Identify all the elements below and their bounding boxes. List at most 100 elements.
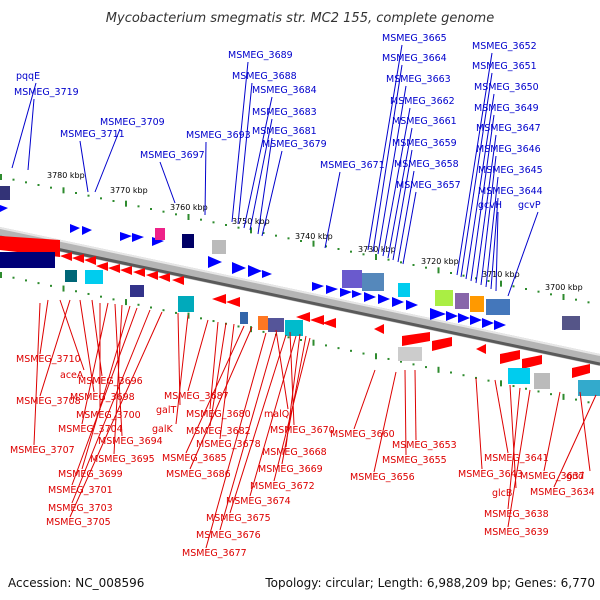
reverse-gene-label: MSMEG_3708 [16,396,81,407]
scale-tick [400,261,402,264]
reverse-gene-label: MSMEG_3707 [10,445,75,456]
callout-line [392,149,413,261]
reverse-gene-label: MSMEG_3680 [186,409,251,420]
forward-gene-label: MSMEG_3711 [60,129,125,140]
callout-line [414,369,417,441]
map-title: Mycobacterium smegmatis str. MC2 155, co… [106,11,494,26]
callout-line [543,391,561,472]
scale-tick [37,184,40,186]
scale-label: 3770 kbp [110,186,148,195]
scale-tick [175,311,177,314]
scale-tick [475,277,477,280]
inner-scale-ticks [0,272,590,404]
scale-tick [512,385,515,388]
scale-tick [125,299,127,306]
scale-tick [537,290,540,293]
callout-line [219,333,277,531]
scale-tick [362,352,365,355]
reverse-gene-label: glcB [492,488,512,499]
reverse-gene-label: MSMEG_3669 [258,464,323,475]
reverse-gene-label: MSMEG_3685 [162,453,227,464]
scale-tick [237,325,240,328]
gene-features [0,186,600,396]
scale-label: 3740 kbp [295,232,333,241]
callout-line [465,93,495,280]
reverse-gene-label: MSMEG_3698 [70,392,135,403]
callout-line [204,141,207,216]
scale-tick [562,393,565,400]
scale-tick [0,174,2,180]
forward-gene-label: MSMEG_3658 [394,159,459,170]
callout-line [289,331,295,426]
scale-tick [550,393,552,396]
scale-tick [575,298,577,301]
callout-line [507,211,539,297]
scale-label: 3700 kbp [545,283,583,292]
forward-gene-label: MSMEG_3683 [252,107,317,118]
scale-tick [75,192,77,194]
forward-callout-lines [11,44,539,297]
callout-line [475,377,483,470]
scale-tick [512,285,515,288]
callout-line [94,128,121,193]
forward-gene-label: MSMEG_3646 [476,144,541,155]
scale-tick [587,401,590,404]
forward-gene-label: MSMEG_3662 [390,96,455,107]
reverse-gene-label: MSMEG_3643 [458,469,523,480]
forward-gene-label: pqqE [16,71,40,82]
scale-tick [62,187,65,194]
scale-tick [487,379,490,382]
reverse-gene-label: malQ [264,409,289,420]
callout-line [59,299,85,371]
forward-gene-label: MSMEG_3709 [100,117,165,128]
scale-tick [75,290,77,293]
callout-line [475,134,497,284]
forward-gene-label: MSMEG_3659 [392,138,457,149]
callout-line [11,82,37,169]
callout-line [39,299,71,397]
callout-line [237,82,253,225]
scale-tick [412,264,415,266]
callout-line [243,96,273,229]
callout-line [257,137,273,235]
scale-tick [212,221,215,224]
callout-line [387,127,413,259]
forward-gene-label: MSMEG_3719 [14,87,79,98]
reverse-gene-label: MSMEG_3639 [484,527,549,538]
scale-tick [437,267,440,274]
reverse-genes [0,236,590,378]
scale-tick [375,353,377,360]
scale-tick [587,301,590,304]
scale-tick [200,218,202,221]
reverse-gene-label: MSMEG_3686 [166,469,231,480]
reverse-gene-label: aceA [60,370,84,381]
callout-line [470,114,495,282]
reverse-gene-label: MSMEG_3678 [196,439,261,450]
scale-tick [262,232,265,234]
scale-tick [462,374,465,377]
scale-tick [112,298,115,301]
callout-line [456,52,493,276]
callout-line [397,170,415,263]
reverse-gene-label: MSMEG_3668 [262,447,327,458]
reverse-gene-label: MSMEG_3703 [48,503,113,514]
forward-gene-label: MSMEG_3650 [474,82,539,93]
forward-gene-label: MSMEG_3647 [476,123,541,134]
reverse-callout-lines [33,299,597,549]
reverse-gene-label: MSMEG_3656 [350,472,415,483]
scale-tick [125,200,127,207]
callout-line [71,309,151,504]
forward-gene-label: MSMEG_3652 [472,41,537,52]
feature-blocks [0,186,600,396]
reverse-gene-label: MSMEG_3682 [186,426,251,437]
scale-tick [325,245,327,248]
scale-tick [350,349,352,352]
scale-label: 3780 kbp [47,171,85,180]
forward-gene-label: gcvH [478,200,502,211]
reverse-gene-label: MSMEG_3655 [382,455,447,466]
reverse-gene-label: MSMEG_3637 [520,471,585,482]
callout-line [79,140,89,193]
scale-tick [337,248,340,250]
reverse-gene-label: MSMEG_3676 [196,530,261,541]
